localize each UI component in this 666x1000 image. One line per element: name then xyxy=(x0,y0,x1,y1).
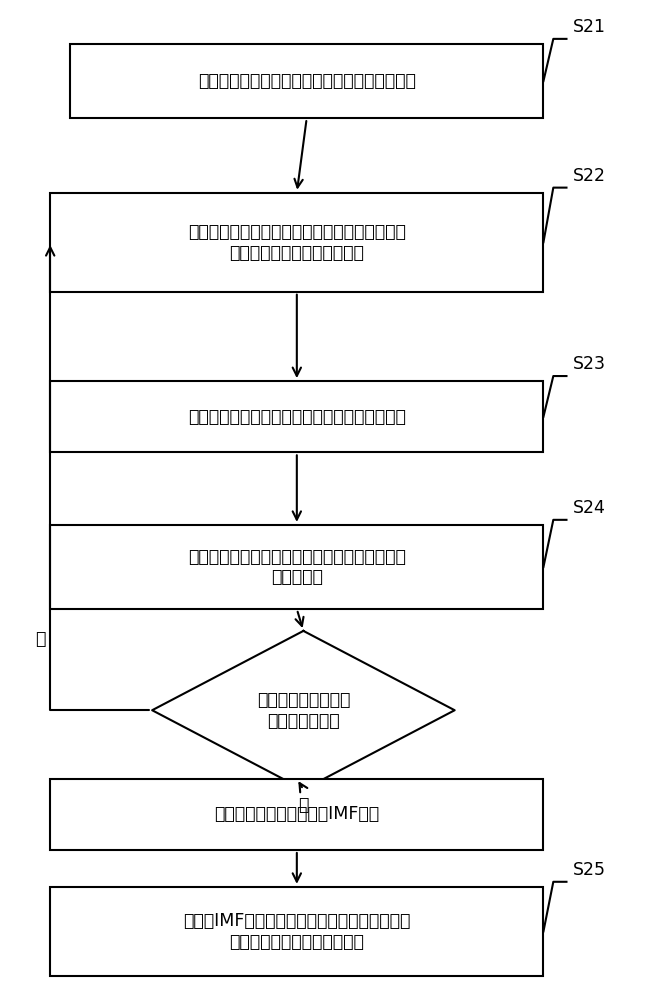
Text: S24: S24 xyxy=(573,499,606,517)
Text: 新的数据序列中是否
存在局部极値点: 新的数据序列中是否 存在局部极値点 xyxy=(256,691,350,730)
Text: 否: 否 xyxy=(298,796,308,814)
FancyBboxPatch shape xyxy=(70,44,543,118)
FancyBboxPatch shape xyxy=(50,887,543,976)
Text: 是: 是 xyxy=(35,630,45,648)
Text: 停止分解过程，得到一系IMF分量: 停止分解过程，得到一系IMF分量 xyxy=(214,805,380,823)
FancyBboxPatch shape xyxy=(50,193,543,292)
Polygon shape xyxy=(152,631,455,790)
Text: S23: S23 xyxy=(573,355,606,373)
Text: 对上包络线和下包络线求平均，得到包络线均値: 对上包络线和下包络线求平均，得到包络线均値 xyxy=(188,408,406,426)
FancyBboxPatch shape xyxy=(50,525,543,609)
Text: 对一系IMF分量进行希尔伯特变换，得到用于反
映故障信息的一系列调制信号: 对一系IMF分量进行希尔伯特变换，得到用于反 映故障信息的一系列调制信号 xyxy=(183,912,410,951)
Text: 采用插値法对极小値点拟合形成下包络线，对极
大値点进行拟合形成上包络线: 采用插値法对极小値点拟合形成下包络线，对极 大値点进行拟合形成上包络线 xyxy=(188,223,406,262)
FancyBboxPatch shape xyxy=(50,381,543,452)
Text: 利用原始数据序列减去包络线均値，得到一个新
的数据序列: 利用原始数据序列减去包络线均値，得到一个新 的数据序列 xyxy=(188,548,406,586)
Text: S21: S21 xyxy=(573,18,606,36)
FancyBboxPatch shape xyxy=(50,779,543,850)
Text: S25: S25 xyxy=(573,861,606,879)
Text: S22: S22 xyxy=(573,167,606,185)
Text: 从故障数据的原始数据序列中找出所有的极値点: 从故障数据的原始数据序列中找出所有的极値点 xyxy=(198,72,416,90)
